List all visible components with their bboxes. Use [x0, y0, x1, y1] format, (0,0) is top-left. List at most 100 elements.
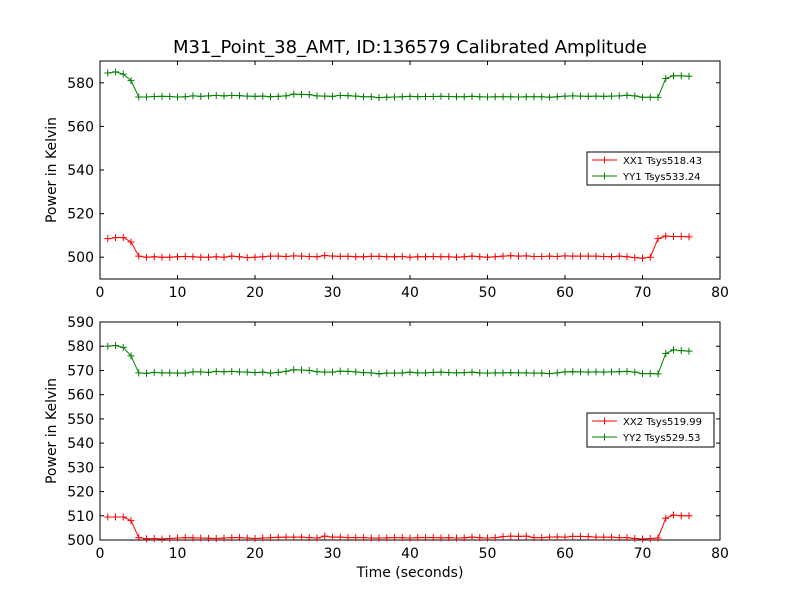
- data-point: [344, 252, 352, 260]
- data-point: [507, 93, 515, 101]
- data-point: [670, 232, 677, 240]
- x-tick-label: 50: [479, 285, 497, 301]
- data-point: [600, 368, 608, 376]
- data-point: [104, 342, 112, 350]
- data-point: [391, 534, 398, 542]
- data-point: [197, 253, 205, 261]
- data-point: [336, 252, 344, 260]
- data-point: [135, 369, 143, 377]
- data-point: [251, 92, 259, 100]
- data-point: [336, 91, 344, 99]
- data-point: [104, 235, 112, 243]
- data-point: [577, 252, 584, 260]
- data-point: [220, 253, 228, 261]
- data-point: [367, 252, 375, 260]
- data-point: [352, 253, 360, 261]
- data-point: [460, 369, 468, 377]
- series-0: [104, 511, 693, 543]
- data-point: [484, 534, 491, 542]
- data-point: [181, 253, 189, 261]
- x-tick-label: 70: [634, 285, 652, 301]
- series-1: [104, 68, 693, 102]
- data-point: [437, 368, 445, 376]
- data-point: [282, 533, 290, 541]
- data-point: [259, 368, 267, 376]
- y-tick-label: 520: [67, 207, 94, 223]
- data-point: [398, 93, 406, 101]
- data-point: [608, 533, 615, 541]
- data-point: [429, 534, 437, 542]
- data-point: [422, 369, 429, 377]
- x-tick-label: 40: [401, 285, 419, 301]
- data-point: [631, 368, 639, 376]
- data-point: [135, 93, 143, 101]
- data-point: [205, 368, 212, 376]
- data-point: [143, 253, 150, 261]
- data-point: [197, 92, 205, 100]
- data-point: [530, 534, 538, 542]
- data-point: [437, 92, 445, 100]
- x-axis-label: Time (seconds): [356, 565, 464, 581]
- data-point: [329, 92, 336, 100]
- data-point: [329, 368, 336, 376]
- data-point: [468, 368, 476, 376]
- data-point: [553, 369, 561, 377]
- data-point: [375, 252, 383, 260]
- data-point: [274, 92, 282, 100]
- data-point: [251, 535, 259, 543]
- data-point: [414, 534, 422, 542]
- data-point: [228, 534, 236, 542]
- data-point: [530, 253, 538, 261]
- data-point: [538, 93, 546, 101]
- data-point: [515, 369, 522, 377]
- data-point: [321, 92, 329, 100]
- data-point: [174, 253, 181, 261]
- y-axis-label: Power in Kelvin: [44, 117, 60, 223]
- data-point: [329, 252, 336, 260]
- data-point: [631, 254, 639, 262]
- bottom-panel: 0 10 20 30 40 50 60 70 80 500 510 520 530 540 550 560 57…: [44, 315, 729, 581]
- data-point: [274, 368, 282, 376]
- data-point: [143, 369, 150, 377]
- data-point: [522, 532, 530, 540]
- data-point: [181, 369, 189, 377]
- data-point: [398, 253, 406, 261]
- data-point: [561, 252, 569, 260]
- data-point: [422, 534, 429, 542]
- data-point: [437, 253, 445, 261]
- data-point: [615, 534, 623, 542]
- data-point: [515, 532, 522, 540]
- data-point: [453, 93, 460, 101]
- data-point: [546, 533, 553, 541]
- data-point: [375, 370, 383, 378]
- data-point: [112, 341, 119, 349]
- data-point: [282, 367, 290, 375]
- data-point: [189, 534, 197, 542]
- data-point: [592, 368, 600, 376]
- data-point: [205, 253, 212, 261]
- legend-box: [586, 151, 721, 186]
- data-point: [429, 253, 437, 261]
- data-point: [414, 93, 422, 101]
- y-tick-label: 550: [67, 412, 94, 428]
- data-point: [127, 517, 135, 525]
- data-point: [150, 368, 158, 376]
- data-point: [631, 92, 639, 100]
- data-point: [383, 253, 391, 261]
- data-point: [654, 235, 662, 243]
- data-point: [491, 93, 499, 101]
- data-point: [398, 534, 406, 542]
- data-point: [422, 253, 429, 261]
- data-point: [414, 369, 422, 377]
- data-point: [143, 93, 150, 101]
- data-point: [305, 366, 313, 374]
- data-point: [236, 92, 243, 100]
- data-point: [422, 93, 429, 101]
- data-point: [515, 252, 522, 260]
- data-point: [484, 369, 491, 377]
- data-point: [522, 93, 530, 101]
- data-point: [181, 93, 189, 101]
- data-point: [313, 368, 321, 376]
- data-point: [507, 532, 515, 540]
- data-point: [662, 74, 670, 82]
